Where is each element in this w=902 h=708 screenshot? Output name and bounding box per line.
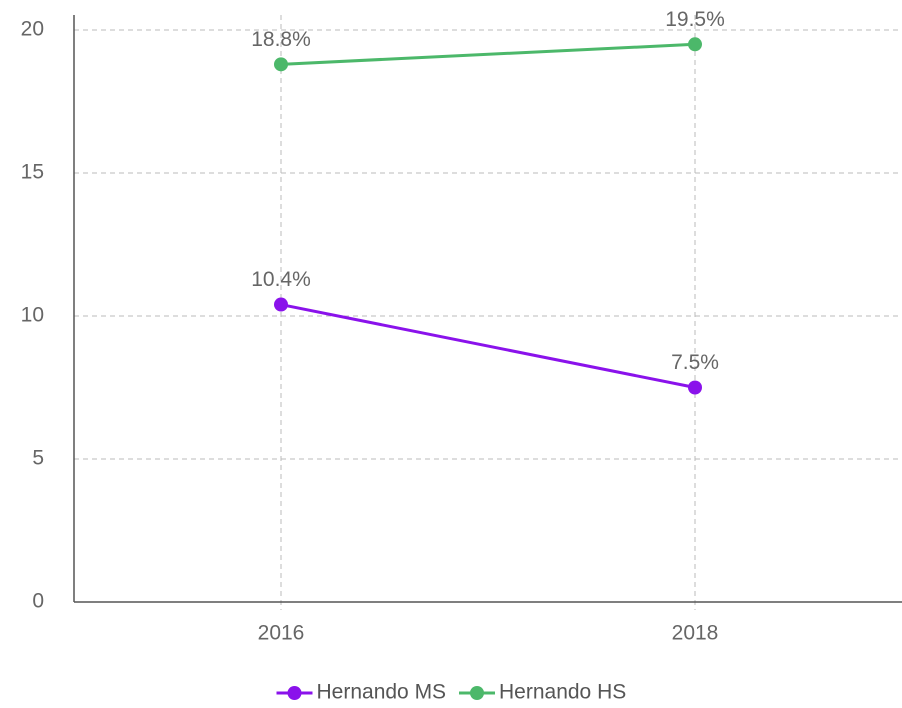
data-label: 10.4%: [251, 268, 311, 291]
grid-layer: [74, 15, 902, 610]
y-tick-label: 5: [32, 447, 44, 470]
x-tick-label: 2016: [258, 622, 305, 645]
y-tick-label: 15: [21, 161, 44, 184]
data-label: 19.5%: [665, 8, 725, 31]
y-tick-label: 0: [32, 590, 44, 613]
data-point: [688, 37, 702, 52]
y-tick-label: 10: [21, 304, 44, 327]
legend-marker: [287, 686, 302, 700]
series-line: [280, 42, 696, 66]
legend-label: Hernando HS: [499, 681, 626, 704]
y-tick-label: 20: [21, 18, 44, 41]
data-label: 18.8%: [251, 28, 311, 51]
legend-marker: [470, 686, 484, 700]
legend-label: Hernando MS: [317, 681, 447, 704]
data-label: 7.5%: [671, 351, 719, 374]
data-point: [274, 57, 288, 72]
mark-layer: 10.4% 7.5% 18.8% 19.5%: [251, 8, 725, 395]
x-tick-label: 2018: [672, 622, 719, 645]
data-point: [688, 380, 702, 395]
series-line: [280, 303, 696, 389]
data-point: [274, 297, 288, 312]
